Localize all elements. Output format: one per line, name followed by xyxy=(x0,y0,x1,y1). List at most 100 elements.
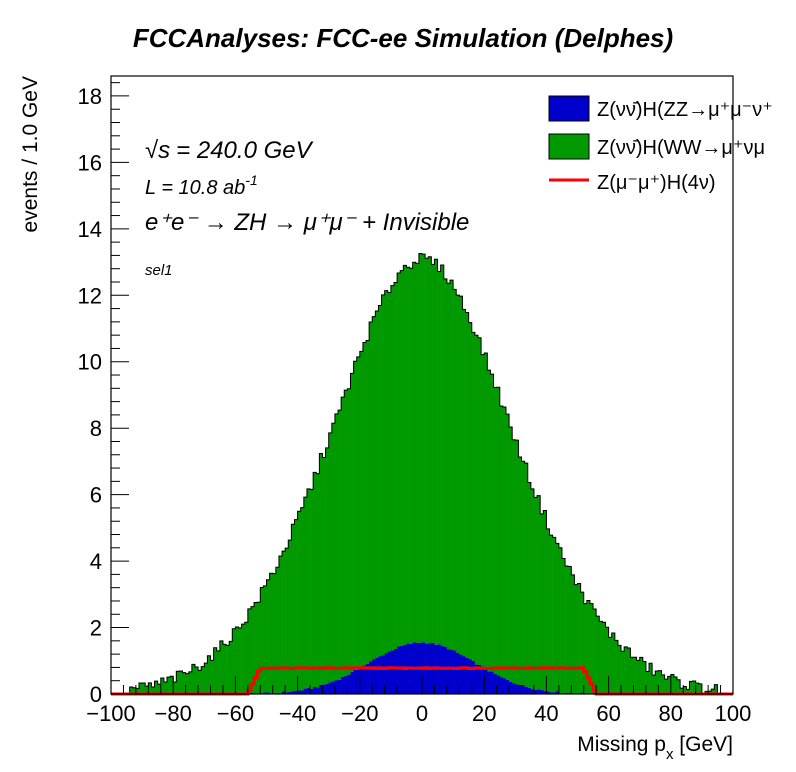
bar-ww xyxy=(655,671,659,694)
bar-zz xyxy=(487,671,491,694)
bar-zz xyxy=(580,692,585,694)
bar-zz xyxy=(306,687,311,694)
bar-zz xyxy=(359,668,364,694)
bar-zz xyxy=(462,656,466,694)
bar-ww xyxy=(403,265,407,645)
bar-ww xyxy=(474,335,479,665)
bar-zz xyxy=(319,684,323,694)
bar-zz xyxy=(325,683,329,694)
y-tick-label: 8 xyxy=(90,416,102,441)
bar-zz xyxy=(362,665,367,694)
bar-ww xyxy=(714,684,718,694)
bar-ww xyxy=(148,682,152,694)
bar-zz xyxy=(297,690,302,694)
legend: Z(νν̄)H(ZZ→μ⁺μ⁻ν⁺ Z(νν̄)H(WW→μ⁺νμ Z(μ⁻μ⁺… xyxy=(548,95,773,194)
y-tick-label: 4 xyxy=(90,549,102,574)
histogram-bars xyxy=(126,253,718,694)
bar-zz xyxy=(499,677,504,694)
bar-zz xyxy=(375,657,379,694)
y-axis-ticks: 0 2 4 6 8 10 12 14 16 18 xyxy=(78,82,129,707)
x-tick-label: −20 xyxy=(341,701,378,726)
bar-ww xyxy=(191,664,196,694)
bar-zz xyxy=(527,687,532,694)
bar-zz xyxy=(490,671,494,694)
bar-zz xyxy=(540,689,544,694)
bar-zz xyxy=(400,645,404,694)
bar-zz xyxy=(474,664,479,694)
bar-ww xyxy=(680,688,684,694)
bar-zz xyxy=(384,653,389,694)
bar-ww xyxy=(226,645,230,694)
stack-outline-path xyxy=(111,253,733,695)
bar-ww xyxy=(586,600,591,694)
bar-ww xyxy=(397,272,401,647)
bar-ww xyxy=(347,388,351,675)
bar-ww xyxy=(415,263,420,643)
bar-zz xyxy=(338,679,342,694)
bar-ww xyxy=(341,397,345,677)
bar-zz xyxy=(275,692,280,694)
bar-ww xyxy=(282,551,286,692)
legend-label-signal: Z(μ⁻μ⁺)H(4ν) xyxy=(597,172,716,194)
bar-zz xyxy=(459,654,463,694)
bar-ww xyxy=(624,646,628,694)
bar-zz xyxy=(372,659,376,694)
y-tick-label: 0 xyxy=(90,682,102,707)
bar-zz xyxy=(449,649,454,694)
bar-ww xyxy=(288,540,292,693)
bar-zz xyxy=(397,646,401,694)
bar-ww xyxy=(481,354,485,667)
bar-ww xyxy=(356,356,361,670)
bar-ww xyxy=(456,295,460,653)
bar-ww xyxy=(182,672,186,694)
y-tick-label: 12 xyxy=(78,283,102,308)
bar-ww xyxy=(558,547,563,694)
bar-ww xyxy=(459,296,463,655)
bar-zz xyxy=(350,671,354,694)
bar-zz xyxy=(300,690,305,694)
bar-zz xyxy=(344,676,348,694)
bar-ww xyxy=(565,565,569,693)
bar-ww xyxy=(428,256,432,644)
bar-ww xyxy=(185,673,190,694)
bar-ww xyxy=(294,519,298,691)
bar-ww xyxy=(266,579,270,693)
bar-ww xyxy=(188,671,193,694)
bar-zz xyxy=(549,692,553,694)
bar-ww xyxy=(580,592,585,693)
bar-zz xyxy=(515,684,519,694)
bar-ww xyxy=(540,513,544,690)
bar-zz xyxy=(493,674,497,694)
bar-zz xyxy=(266,692,270,694)
bar-ww xyxy=(437,271,441,645)
y-tick-label: 6 xyxy=(90,483,102,508)
bar-ww xyxy=(257,602,261,694)
bar-ww xyxy=(132,687,137,694)
bar-ww xyxy=(390,285,395,651)
bar-zz xyxy=(546,691,550,694)
bar-ww xyxy=(549,535,553,693)
bar-ww xyxy=(689,681,693,694)
stack-outline xyxy=(111,253,733,695)
bar-ww xyxy=(381,294,385,656)
y-tick-label: 14 xyxy=(78,217,102,242)
y-tick-label: 2 xyxy=(90,616,102,641)
bar-ww xyxy=(157,684,162,694)
bar-ww xyxy=(589,603,594,694)
bar-zz xyxy=(537,689,541,694)
lumi-annotation: L = 10.8 ab-1 xyxy=(145,172,258,199)
bar-ww xyxy=(577,583,581,694)
bar-zz xyxy=(328,682,333,694)
signal-line xyxy=(111,666,733,696)
bar-zz xyxy=(294,690,298,694)
bar-ww xyxy=(142,682,146,694)
bar-zz xyxy=(477,664,482,694)
bar-ww xyxy=(213,647,218,694)
bar-ww xyxy=(244,622,249,694)
bar-ww xyxy=(499,406,504,678)
bar-ww xyxy=(409,268,413,644)
bar-ww xyxy=(602,622,606,694)
bar-ww xyxy=(229,641,233,694)
legend-label-zz: Z(νν̄)H(ZZ→μ⁺μ⁻ν⁺ xyxy=(597,99,773,121)
bar-ww xyxy=(350,373,354,672)
